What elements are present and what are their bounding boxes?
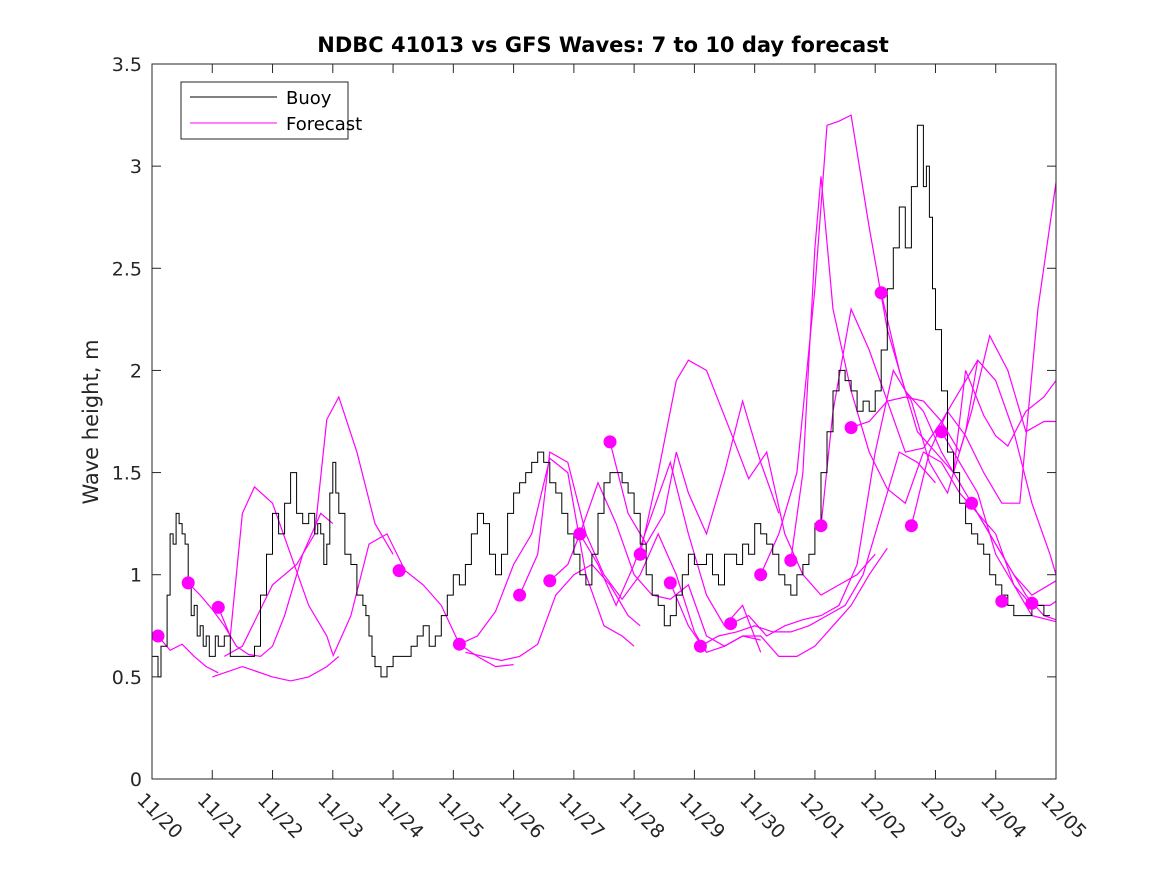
forecast-line-17	[760, 114, 1057, 623]
forecast-marker	[513, 588, 527, 602]
forecast-line-9	[519, 451, 708, 653]
y-axis-label: Wave height, m	[79, 339, 103, 504]
forecast-marker	[573, 527, 587, 541]
forecast-line-14	[669, 547, 888, 658]
forecast-marker	[935, 425, 948, 439]
y-tick-label: 1.5	[112, 463, 142, 485]
plot-area	[151, 114, 1057, 682]
forecast-marker	[844, 421, 858, 435]
legend-box	[180, 81, 349, 140]
forecast-line-15	[700, 451, 936, 647]
forecast-line-5	[224, 395, 394, 657]
forecast-marker	[754, 568, 768, 582]
forecast-line-7	[459, 457, 635, 647]
forecast-marker	[452, 637, 466, 651]
forecast-line-22	[910, 182, 1057, 526]
legend-forecast-label: Forecast	[286, 114, 362, 135]
chart-title: NDBC 41013 vs GFS Waves: 7 to 10 day for…	[317, 33, 888, 57]
buoy-line	[152, 124, 1050, 678]
forecast-line-4	[212, 655, 340, 682]
forecast-line-24	[971, 502, 1057, 621]
forecast-marker	[814, 519, 828, 533]
forecast-marker	[784, 553, 798, 567]
forecast-line-6	[332, 533, 514, 668]
forecast-marker	[663, 576, 677, 590]
forecast-line-23	[940, 431, 1057, 607]
forecast-line-1	[157, 635, 219, 674]
legend-buoy-label: Buoy	[286, 88, 332, 109]
forecast-marker	[633, 547, 647, 561]
forecast-line-3	[217, 485, 334, 655]
forecast-line-13	[639, 359, 876, 596]
y-tick-label: 2	[130, 360, 142, 382]
forecast-line-16	[730, 360, 979, 637]
forecast-marker	[543, 574, 557, 588]
y-tick-label: 3	[130, 156, 142, 178]
forecast-marker	[392, 564, 406, 578]
forecast-marker	[904, 519, 918, 533]
forecast-marker	[1025, 596, 1039, 610]
y-tick-label: 3.5	[112, 54, 142, 76]
axes-frame	[151, 63, 1057, 780]
forecast-marker	[211, 600, 225, 614]
legend: Buoy Forecast	[180, 81, 362, 140]
forecast-marker	[603, 435, 617, 449]
forecast-marker	[693, 639, 707, 653]
y-tick-label: 1	[130, 565, 142, 587]
y-tick-label: 0.5	[112, 667, 142, 689]
forecast-marker	[874, 286, 888, 300]
forecast-line-8	[465, 563, 641, 662]
forecast-marker	[965, 496, 979, 510]
forecast-marker	[181, 576, 195, 590]
y-tick-label: 0	[130, 769, 142, 791]
forecast-marker	[724, 617, 738, 631]
forecast-marker	[151, 629, 165, 643]
forecast-marker	[995, 594, 1009, 608]
y-tick-label: 2.5	[112, 258, 142, 280]
